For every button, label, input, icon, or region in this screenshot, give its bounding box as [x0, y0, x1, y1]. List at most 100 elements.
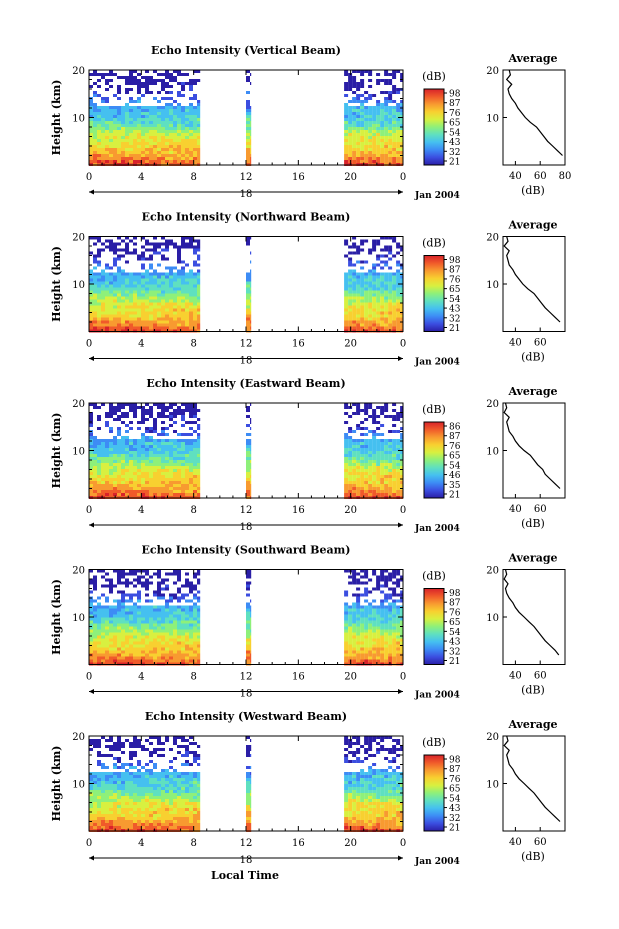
heatmap-cell	[153, 439, 157, 442]
heatmap-cell	[105, 278, 109, 282]
heatmap-cell	[400, 284, 403, 288]
heatmap-cell	[97, 611, 101, 615]
heatmap-cell	[177, 590, 181, 594]
heatmap-cell	[250, 448, 252, 451]
heatmap-cell	[352, 326, 357, 330]
heatmap-cell	[145, 623, 149, 627]
heatmap-cell	[380, 266, 385, 270]
heatmap-cell	[109, 406, 113, 409]
heatmap-cell	[372, 650, 377, 654]
heatmap-cell	[161, 620, 165, 624]
heatmap-cell	[388, 617, 393, 621]
heatmap-cell	[89, 415, 93, 418]
heatmap-cell	[165, 121, 169, 124]
heatmap-cell	[97, 487, 101, 490]
heatmap-cell	[193, 403, 197, 406]
heatmap-cell	[141, 614, 145, 618]
heatmap-cell	[137, 653, 141, 657]
heatmap-cell	[93, 575, 97, 579]
heatmap-cell	[352, 127, 357, 130]
heatmap-cell	[181, 311, 185, 315]
heatmap-cell	[356, 299, 361, 303]
colorbar-tick-label: 54	[449, 628, 461, 638]
heatmap-cell	[344, 287, 349, 291]
heatmap-cell	[177, 91, 181, 94]
heatmap-cell	[137, 293, 141, 297]
heatmap-cell	[360, 659, 365, 663]
heatmap-cell	[165, 109, 169, 112]
heatmap-cell	[125, 281, 129, 285]
heatmap-cell	[105, 160, 109, 163]
average-y-tick-label: 20	[486, 66, 499, 77]
heatmap-cell	[121, 478, 125, 481]
heatmap-cell	[93, 659, 97, 663]
heatmap-cell	[396, 472, 401, 475]
heatmap-cell	[137, 629, 141, 633]
heatmap-cell	[93, 130, 97, 133]
heatmap-cell	[372, 421, 377, 424]
heatmap-cell	[372, 433, 377, 436]
average-x-label: (dB)	[521, 184, 545, 197]
heatmap-cell	[364, 623, 369, 627]
heatmap-cell	[250, 626, 252, 630]
heatmap-cell	[101, 454, 105, 457]
heatmap-cell	[177, 136, 181, 139]
heatmap-cell	[161, 139, 165, 142]
heatmap-cell	[368, 487, 373, 490]
heatmap-cell	[93, 478, 97, 481]
heatmap-cell	[173, 478, 177, 481]
heatmap-cell	[133, 326, 137, 330]
heatmap-cell	[384, 466, 389, 469]
heatmap-cell	[396, 611, 401, 615]
heatmap-cell	[153, 463, 157, 466]
heatmap-cell	[348, 130, 353, 133]
heatmap-cell	[193, 118, 197, 121]
heatmap-cell	[133, 584, 137, 588]
heatmap-cell	[165, 656, 169, 660]
heatmap-cell	[189, 415, 193, 418]
heatmap-cell	[89, 635, 93, 639]
heatmap-cell	[149, 112, 153, 115]
heatmap-cell	[246, 632, 250, 636]
heatmap-cell	[356, 457, 361, 460]
heatmap-cell	[137, 281, 141, 285]
heatmap-cell	[169, 76, 173, 79]
heatmap-cell	[113, 142, 117, 145]
heatmap-cell	[380, 454, 385, 457]
heatmap-cell	[145, 127, 149, 130]
heatmap-cell	[109, 73, 113, 76]
heatmap-cell	[189, 127, 193, 130]
heatmap-cell	[121, 623, 125, 627]
heatmap-cell	[157, 457, 161, 460]
heatmap-cell	[400, 266, 403, 270]
heatmap-cell	[364, 406, 369, 409]
heatmap-cell	[181, 115, 185, 118]
heatmap-cell	[384, 442, 389, 445]
heatmap-cell	[360, 311, 365, 315]
heatmap-cell	[197, 320, 201, 324]
heatmap-cell	[133, 160, 137, 163]
heatmap-cell	[400, 299, 403, 303]
heatmap-cell	[388, 124, 393, 127]
heatmap-cell	[173, 460, 177, 463]
heatmap-cell	[157, 305, 161, 309]
heatmap-cell	[177, 272, 181, 276]
heatmap-cell	[89, 647, 93, 651]
heatmap-cell	[360, 314, 365, 318]
heatmap-cell	[193, 157, 197, 160]
heatmap-cell	[113, 130, 117, 133]
heatmap-cell	[189, 427, 193, 430]
heatmap-cell	[113, 157, 117, 160]
heatmap-cell	[250, 653, 252, 657]
panel-title: Echo Intensity (Southward Beam)	[142, 544, 351, 557]
heatmap-cell	[360, 290, 365, 294]
heatmap-cell	[165, 584, 169, 588]
heatmap-cell	[89, 160, 93, 163]
heatmap-cell	[173, 275, 177, 279]
heatmap-cell	[161, 293, 165, 297]
heatmap-cell	[380, 469, 385, 472]
heatmap-cell	[376, 290, 381, 294]
heatmap-cell	[97, 154, 101, 157]
heatmap-cell	[141, 118, 145, 121]
heatmap-cell	[177, 269, 181, 273]
